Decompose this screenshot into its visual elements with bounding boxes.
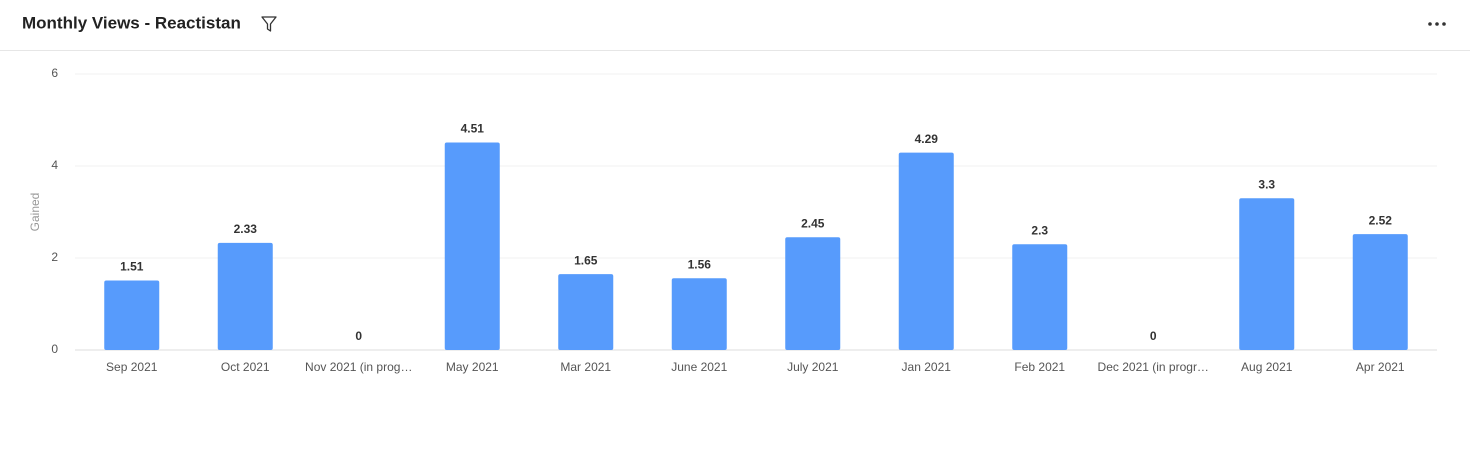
x-tick-label: Mar 2021 (560, 360, 611, 374)
y-tick-label: 4 (51, 158, 58, 172)
bar (217, 242, 273, 350)
value-label: 4.29 (915, 132, 939, 146)
bar (104, 280, 160, 350)
value-label: 1.56 (688, 257, 712, 271)
dot (1428, 22, 1432, 26)
x-tick-label: May 2021 (446, 360, 499, 374)
value-label: 2.3 (1031, 223, 1048, 237)
x-tick-label: Oct 2021 (221, 360, 270, 374)
y-axis-label: Gained (28, 193, 42, 232)
value-label: 2.52 (1369, 213, 1393, 227)
value-label: 4.51 (461, 122, 485, 136)
filter-icon[interactable] (261, 16, 277, 32)
bar (1012, 244, 1068, 350)
x-tick-label: Sep 2021 (106, 360, 158, 374)
bar (444, 142, 500, 350)
bar (1352, 234, 1408, 350)
bar (1239, 198, 1295, 350)
x-tick-label: Feb 2021 (1014, 360, 1065, 374)
dot (1442, 22, 1446, 26)
y-tick-label: 2 (51, 250, 58, 264)
bar (671, 278, 727, 350)
x-tick-label: Aug 2021 (1241, 360, 1293, 374)
x-tick-label: Dec 2021 (in progr… (1098, 360, 1209, 374)
filter-shape (261, 16, 277, 32)
value-label: 3.3 (1258, 177, 1275, 191)
bar (558, 274, 614, 350)
bar (898, 152, 954, 350)
x-tick-label: July 2021 (787, 360, 839, 374)
y-tick-label: 6 (51, 66, 58, 80)
value-label: 1.51 (120, 260, 144, 274)
x-tick-label: June 2021 (671, 360, 727, 374)
y-tick-label: 0 (51, 342, 58, 356)
value-label: 0 (355, 329, 362, 343)
value-label: 2.45 (801, 216, 825, 230)
more-menu[interactable] (1428, 22, 1446, 26)
x-tick-label: Apr 2021 (1356, 360, 1405, 374)
value-label: 1.65 (574, 253, 598, 267)
x-tick-label: Jan 2021 (902, 360, 952, 374)
chart-title: Monthly Views - Reactistan (22, 13, 241, 32)
dot (1435, 22, 1439, 26)
value-label: 2.33 (234, 222, 258, 236)
value-label: 0 (1150, 329, 1157, 343)
x-tick-label: Nov 2021 (in prog… (305, 360, 412, 374)
bar (785, 237, 841, 350)
